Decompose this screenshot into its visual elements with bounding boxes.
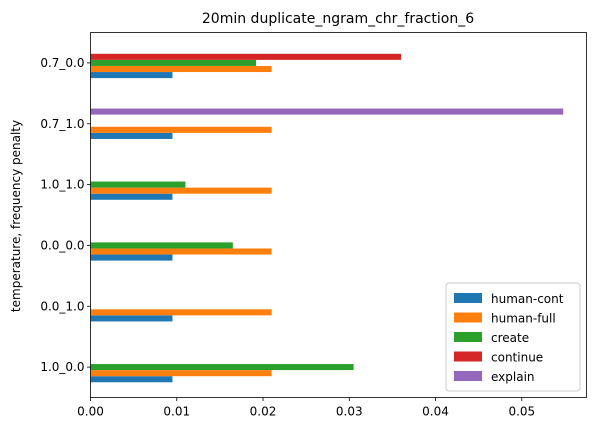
y-tick-label: 0.7_0.0 bbox=[40, 56, 84, 70]
bar-human-full-0.0_0.0 bbox=[91, 248, 272, 254]
y-tick-label: 0.0_1.0 bbox=[40, 299, 84, 313]
legend-swatch-human-cont bbox=[454, 293, 482, 303]
bar-explain-0.7_1.0 bbox=[91, 109, 564, 115]
legend-label-human-full: human-full bbox=[491, 312, 556, 326]
bar-human-full-1.0_1.0 bbox=[91, 188, 272, 194]
bar-human-cont-0.7_1.0 bbox=[91, 133, 173, 139]
legend-label-explain: explain bbox=[491, 370, 535, 384]
legend-label-human-cont: human-cont bbox=[491, 292, 564, 306]
legend-swatch-explain bbox=[454, 371, 482, 381]
bar-human-cont-1.0_1.0 bbox=[91, 194, 173, 200]
chart-title: 20min duplicate_ngram_chr_fraction_6 bbox=[202, 11, 474, 27]
y-tick-label: 0.7_1.0 bbox=[40, 117, 84, 131]
bar-human-cont-0.0_0.0 bbox=[91, 255, 173, 261]
x-tick-label: 0.00 bbox=[77, 405, 104, 419]
legend-swatch-create bbox=[454, 332, 482, 342]
x-tick-label: 0.04 bbox=[422, 405, 449, 419]
bar-human-cont-0.0_1.0 bbox=[91, 315, 173, 321]
x-tick-label: 0.01 bbox=[163, 405, 190, 419]
y-tick-label: 0.0_0.0 bbox=[40, 238, 84, 252]
x-tick-label: 0.02 bbox=[250, 405, 277, 419]
legend-swatch-continue bbox=[454, 352, 482, 362]
bar-human-cont-0.7_0.0 bbox=[91, 72, 173, 78]
bar-human-full-0.7_0.0 bbox=[91, 66, 272, 72]
y-tick-label: 1.0_0.0 bbox=[40, 360, 84, 374]
legend: human-cont human-full create continue explai… bbox=[446, 283, 580, 391]
x-tick-label: 0.05 bbox=[508, 405, 535, 419]
bar-create-1.0_1.0 bbox=[91, 182, 186, 188]
y-axis-ticks: 1.0_0.0 0.0_1.0 0.0_0.0 1.0_1.0 0.7_1.0 0.7_0… bbox=[40, 56, 90, 374]
bar-create-1.0_0.0 bbox=[91, 364, 354, 370]
y-axis-label: temperature, frequency penalty bbox=[9, 120, 23, 312]
bar-human-full-0.7_1.0 bbox=[91, 127, 272, 133]
bar-human-full-1.0_0.0 bbox=[91, 370, 272, 376]
bar-human-full-0.0_1.0 bbox=[91, 309, 272, 315]
bar-continue-0.7_0.0 bbox=[91, 54, 402, 60]
bar-human-cont-1.0_0.0 bbox=[91, 376, 173, 382]
x-axis-ticks: 0.00 0.01 0.02 0.03 0.04 0.05 bbox=[77, 398, 535, 419]
bar-create-0.0_0.0 bbox=[91, 242, 233, 248]
legend-swatch-human-full bbox=[454, 313, 482, 323]
y-tick-label: 1.0_1.0 bbox=[40, 178, 84, 192]
bar-create-0.7_0.0 bbox=[91, 60, 257, 66]
x-tick-label: 0.03 bbox=[336, 405, 363, 419]
legend-label-continue: continue bbox=[491, 351, 543, 365]
legend-label-create: create bbox=[491, 331, 529, 345]
